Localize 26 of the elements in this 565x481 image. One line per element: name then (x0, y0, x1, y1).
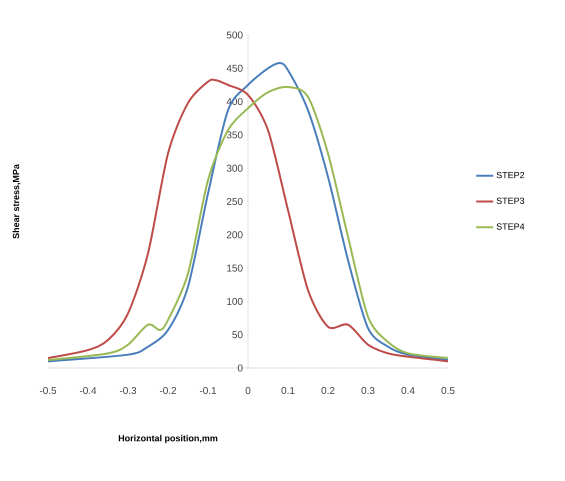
x-tick-label: 0 (246, 387, 250, 394)
x-tick-label: -0.2 (160, 387, 176, 394)
x-tick-label: -0.5 (40, 387, 56, 394)
y-tick-label: 200 (226, 231, 243, 238)
x-tick-label: 0.2 (321, 387, 334, 394)
y-tick-label: 150 (227, 264, 243, 272)
legend-label: STEP2 (496, 172, 524, 178)
y-tick-label: 50 (232, 331, 243, 338)
x-tick-label: -0.1 (200, 387, 216, 394)
x-tick-label: 0.4 (401, 387, 415, 394)
y-axis-title: Shear stress,MPa (12, 164, 20, 239)
y-tick-label: 250 (226, 198, 243, 206)
y-tick-label: 500 (226, 31, 243, 39)
y-tick-label: 100 (227, 298, 243, 305)
y-tick-label: 350 (226, 131, 243, 138)
y-tick-label: 450 (226, 64, 243, 72)
x-tick-label: -0.4 (80, 387, 96, 394)
y-tick-label: 300 (226, 164, 243, 172)
legend-label: STEP4 (496, 223, 524, 230)
x-tick-label: 0.3 (361, 387, 374, 394)
x-tick-label: -0.3 (120, 387, 136, 394)
legend-label: STEP3 (496, 198, 524, 204)
x-tick-label: 0.5 (441, 387, 455, 394)
x-tick-label: 0.1 (281, 387, 294, 394)
x-axis-title: Horizontal position,mm (118, 434, 218, 444)
y-tick-label: 0 (238, 364, 243, 372)
